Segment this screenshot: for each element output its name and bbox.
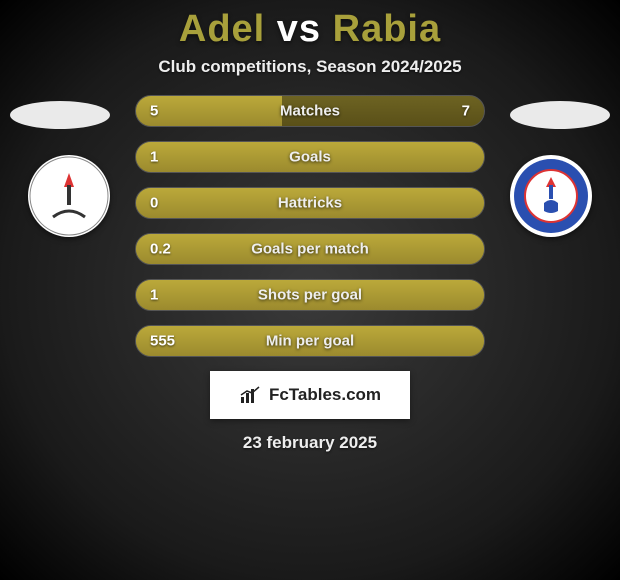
stat-value-left: 0.2 — [150, 241, 171, 258]
stat-row: 1 Goals — [135, 141, 485, 173]
subtitle: Club competitions, Season 2024/2025 — [0, 57, 620, 77]
title-vs: vs — [277, 8, 321, 50]
stat-value-left: 555 — [150, 333, 175, 350]
stats-list: 5 Matches 7 1 Goals 0 Hattricks 0.2 Goals per ma… — [135, 95, 485, 357]
stat-row: 1 Shots per goal — [135, 279, 485, 311]
title-player2: Rabia — [333, 8, 441, 50]
stat-row: 0 Hattricks — [135, 187, 485, 219]
brand-box[interactable]: FcTables.com — [210, 371, 410, 419]
player2-logo — [510, 155, 592, 237]
stat-row: 0.2 Goals per match — [135, 233, 485, 265]
stat-value-left: 1 — [150, 287, 158, 304]
stat-row: 555 Min per goal — [135, 325, 485, 357]
page-title: Adel vs Rabia — [0, 0, 620, 51]
player2-oval — [510, 101, 610, 129]
brand-label: FcTables.com — [269, 385, 381, 405]
stat-row: 5 Matches 7 — [135, 95, 485, 127]
stat-label: Goals — [289, 149, 331, 166]
stat-value-left: 0 — [150, 195, 158, 212]
stat-label: Matches — [280, 103, 340, 120]
chart-icon — [239, 385, 263, 405]
player1-oval — [10, 101, 110, 129]
title-player1: Adel — [179, 8, 265, 50]
stat-label: Hattricks — [278, 195, 342, 212]
date-label: 23 february 2025 — [0, 433, 620, 453]
stat-label: Goals per match — [251, 241, 369, 258]
stat-label: Min per goal — [266, 333, 354, 350]
player1-logo — [28, 155, 110, 237]
stat-label: Shots per goal — [258, 287, 362, 304]
stat-value-left: 5 — [150, 103, 158, 120]
stats-container: 5 Matches 7 1 Goals 0 Hattricks 0.2 Goals per ma… — [0, 95, 620, 357]
stat-value-left: 1 — [150, 149, 158, 166]
stat-value-right: 7 — [462, 103, 470, 120]
